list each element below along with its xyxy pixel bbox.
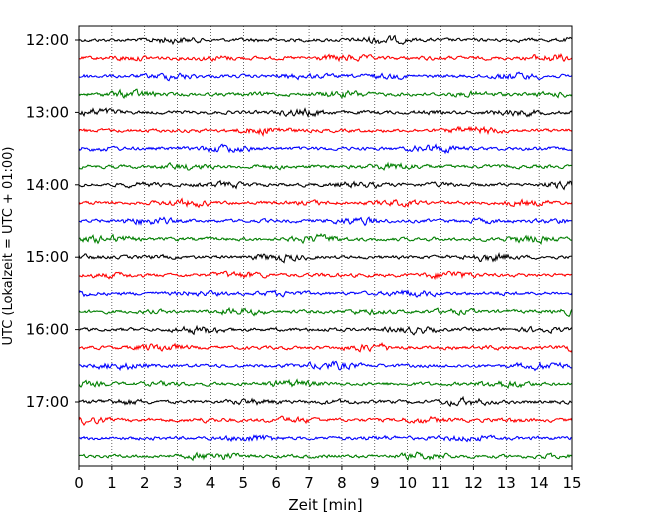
trace-line xyxy=(78,107,573,118)
y-tick-label: 13:00 xyxy=(26,103,69,121)
y-axis-ticks: 12:00 13:00 14:00 15:00 16:00 17:00 xyxy=(26,31,79,411)
x-tick-label: 14 xyxy=(530,474,549,492)
trace-line xyxy=(78,289,573,298)
trace-line xyxy=(78,143,573,155)
y-tick-label: 17:00 xyxy=(26,393,69,411)
trace-line xyxy=(78,88,573,100)
x-tick-label: 10 xyxy=(398,474,417,492)
trace-line xyxy=(78,161,573,171)
x-tick-label: 7 xyxy=(304,474,314,492)
trace-line xyxy=(78,125,573,138)
x-tick-label: 1 xyxy=(107,474,117,492)
trace-line xyxy=(78,434,573,443)
trace-line xyxy=(78,378,573,390)
x-axis-ticks: 0 1 2 3 4 5 6 7 8 9 10 11 12 13 14 15 xyxy=(74,466,582,492)
trace-line xyxy=(78,197,573,209)
x-tick-label: 12 xyxy=(464,474,483,492)
seismic-traces xyxy=(78,34,573,462)
y-tick-label: 14:00 xyxy=(26,176,69,194)
x-tick-label: 2 xyxy=(140,474,150,492)
x-tick-label: 9 xyxy=(370,474,380,492)
trace-line xyxy=(78,415,573,426)
trace-line xyxy=(78,53,573,63)
trace-line xyxy=(78,270,573,281)
trace-line xyxy=(78,360,573,372)
x-tick-label: 13 xyxy=(497,474,516,492)
y-tick-label: 12:00 xyxy=(26,31,69,49)
trace-line xyxy=(78,251,573,264)
x-tick-label: 6 xyxy=(271,474,281,492)
x-axis-label: Zeit [min] xyxy=(288,496,362,514)
trace-line xyxy=(78,395,573,408)
x-tick-label: 11 xyxy=(431,474,450,492)
trace-line xyxy=(78,451,573,462)
trace-line xyxy=(78,324,573,336)
trace-line xyxy=(78,232,573,245)
x-tick-label: 8 xyxy=(337,474,347,492)
x-tick-label: 4 xyxy=(206,474,216,492)
trace-line xyxy=(78,342,573,353)
trace-line xyxy=(78,179,573,191)
x-tick-label: 15 xyxy=(562,474,581,492)
trace-line xyxy=(78,306,573,318)
y-tick-label: 16:00 xyxy=(26,321,69,339)
x-tick-label: 0 xyxy=(74,474,84,492)
y-axis-label: UTC (Lokalzeit = UTC + 01:00) xyxy=(1,147,16,346)
x-tick-label: 3 xyxy=(173,474,183,492)
trace-line xyxy=(78,216,573,227)
trace-line xyxy=(78,34,573,46)
x-tick-label: 5 xyxy=(239,474,249,492)
vertical-grid xyxy=(111,26,540,466)
plot-frame xyxy=(78,25,573,467)
trace-line xyxy=(78,71,573,82)
y-tick-label: 15:00 xyxy=(26,248,69,266)
